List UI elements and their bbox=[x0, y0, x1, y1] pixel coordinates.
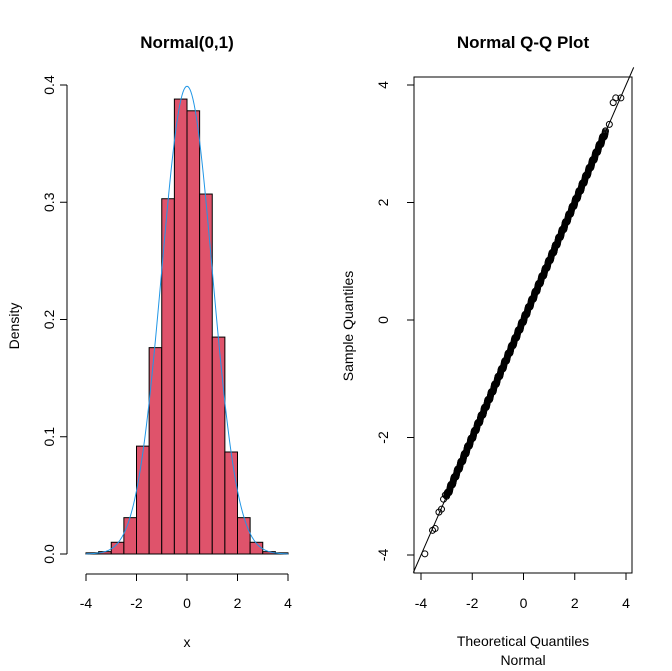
histogram-bar bbox=[237, 517, 251, 555]
qq-x-tick-label: 4 bbox=[622, 595, 630, 611]
qq-points bbox=[421, 94, 625, 558]
histogram-bar bbox=[173, 98, 188, 555]
qq-point bbox=[438, 505, 445, 513]
histogram-bar bbox=[211, 336, 226, 555]
histogram-panel: Normal(0,1) -4 -2 0 2 4 0.0 0.1 0.2 0.3 0.4 x De… bbox=[6, 33, 292, 650]
histogram-x-tick-label: -2 bbox=[130, 595, 143, 611]
histogram-y-tick-label: 0.4 bbox=[41, 75, 57, 95]
histogram-x-tick-label: 4 bbox=[284, 595, 292, 611]
qq-y-tick-label: -2 bbox=[375, 431, 391, 444]
qq-point bbox=[602, 127, 609, 135]
histogram-y-tick-label: 0.0 bbox=[41, 544, 57, 564]
qq-x-tick-label: -4 bbox=[415, 595, 428, 611]
qq-y-ticks: -4 -2 0 2 4 bbox=[375, 81, 414, 561]
histogram-bar bbox=[136, 445, 150, 555]
histogram-x-ticks: -4 -2 0 2 4 bbox=[80, 574, 292, 611]
histogram-x-tick-label: 2 bbox=[234, 595, 242, 611]
qq-x-tick-label: 0 bbox=[520, 595, 528, 611]
histogram-bar bbox=[123, 517, 137, 555]
density-curve bbox=[85, 85, 289, 555]
qq-y-label: Sample Quantiles bbox=[340, 271, 356, 382]
histogram-y-tick-label: 0.1 bbox=[41, 427, 57, 447]
histogram-y-ticks: 0.0 0.1 0.2 0.3 0.4 bbox=[41, 75, 67, 564]
qq-panel: Normal Q-Q Plot -4 -2 0 2 4 -4 -2 0 2 4 Theoreti… bbox=[340, 33, 635, 668]
qq-point bbox=[605, 120, 613, 128]
histogram-bar bbox=[249, 541, 264, 555]
qq-point bbox=[617, 94, 625, 102]
qq-reference-line bbox=[412, 67, 635, 573]
qq-x-tick-label: -2 bbox=[466, 595, 479, 611]
qq-x-ticks: -4 -2 0 2 4 bbox=[415, 573, 630, 611]
histogram-x-tick-label: -4 bbox=[80, 595, 93, 611]
histogram-y-label: Density bbox=[6, 303, 22, 350]
histogram-x-tick-label: 0 bbox=[183, 595, 191, 611]
qq-y-tick-label: 0 bbox=[375, 316, 391, 324]
histogram-y-tick-label: 0.3 bbox=[41, 192, 57, 212]
qq-point bbox=[612, 94, 620, 102]
histogram-title: Normal(0,1) bbox=[140, 33, 234, 52]
qq-y-tick-label: -4 bbox=[375, 549, 391, 562]
qq-title: Normal Q-Q Plot bbox=[457, 33, 590, 52]
qq-y-tick-label: 2 bbox=[375, 198, 391, 206]
histogram-bars bbox=[85, 98, 289, 555]
histogram-x-label: x bbox=[184, 634, 191, 650]
qq-y-tick-label: 4 bbox=[375, 81, 391, 89]
qq-x-tick-label: 2 bbox=[571, 595, 579, 611]
histogram-bar bbox=[186, 110, 201, 555]
histogram-bar bbox=[224, 451, 238, 555]
qq-x-label: Theoretical Quantiles bbox=[457, 633, 589, 649]
histogram-y-tick-label: 0.2 bbox=[41, 310, 57, 330]
qq-x-label-distribution: Normal bbox=[500, 652, 545, 668]
histogram-bar bbox=[148, 347, 163, 555]
